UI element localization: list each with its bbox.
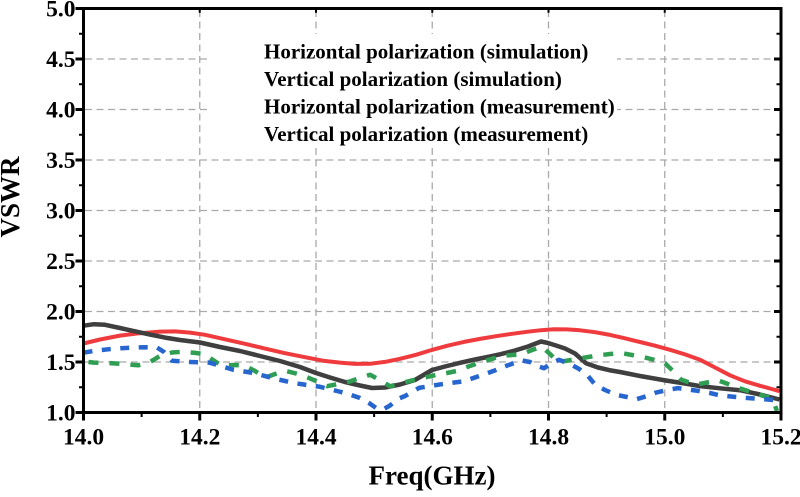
svg-text:3.0: 3.0 xyxy=(46,199,75,225)
svg-text:Freq(GHz): Freq(GHz) xyxy=(369,461,496,491)
svg-text:4.0: 4.0 xyxy=(46,98,75,124)
svg-text:1.0: 1.0 xyxy=(46,401,75,427)
svg-text:Horizontal polarization (measu: Horizontal polarization (measurement) xyxy=(264,95,615,119)
svg-text:VSWR: VSWR xyxy=(0,156,25,238)
svg-text:2.0: 2.0 xyxy=(46,300,75,326)
svg-text:14.8: 14.8 xyxy=(528,425,569,451)
svg-text:2.5: 2.5 xyxy=(46,249,75,275)
svg-text:14.0: 14.0 xyxy=(63,425,104,451)
svg-text:15.0: 15.0 xyxy=(644,425,685,451)
svg-text:1.5: 1.5 xyxy=(46,350,75,376)
svg-text:3.5: 3.5 xyxy=(46,148,75,174)
svg-text:15.2: 15.2 xyxy=(760,425,800,451)
svg-text:14.6: 14.6 xyxy=(412,425,453,451)
svg-text:Vertical polarization (measure: Vertical polarization (measurement) xyxy=(264,122,588,146)
svg-text:14.2: 14.2 xyxy=(179,425,220,451)
svg-text:14.4: 14.4 xyxy=(295,425,336,451)
svg-text:Horizontal polarization (simul: Horizontal polarization (simulation) xyxy=(264,40,588,64)
svg-text:4.5: 4.5 xyxy=(46,47,75,73)
svg-text:5.0: 5.0 xyxy=(46,0,75,23)
svg-text:Vertical polarization (simulat: Vertical polarization (simulation) xyxy=(264,67,562,91)
